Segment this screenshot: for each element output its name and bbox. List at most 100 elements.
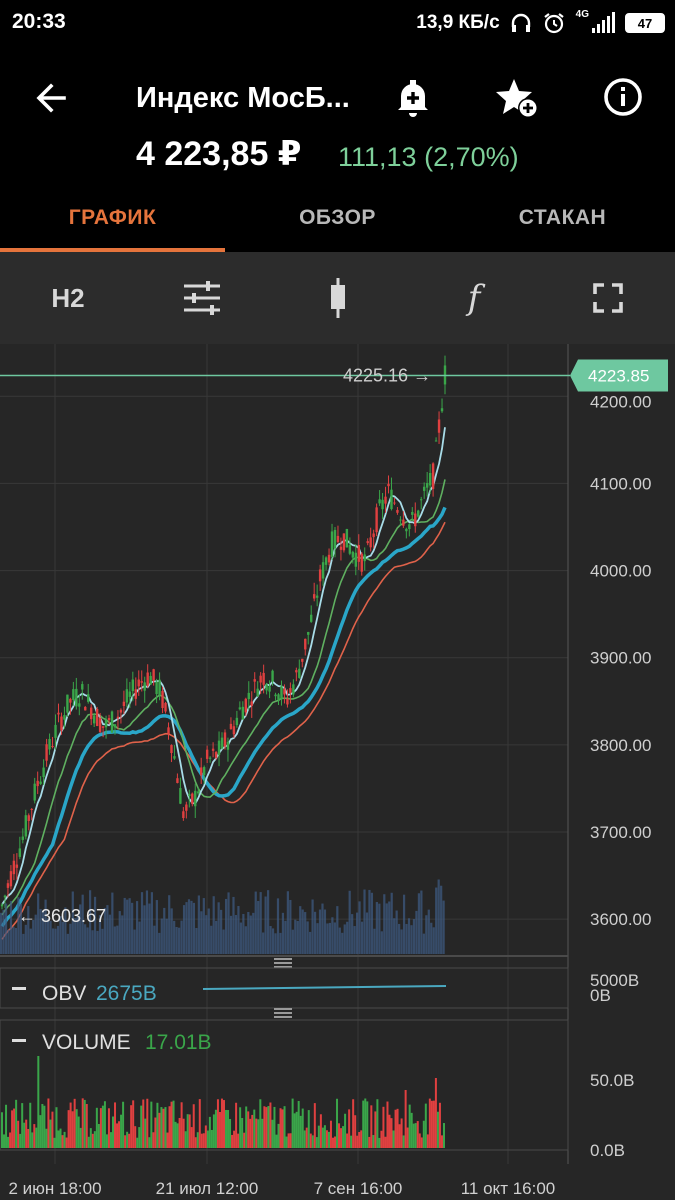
candle — [21, 836, 25, 840]
overlay-volume-bar — [29, 928, 32, 954]
volume-bar — [231, 1134, 234, 1148]
overlay-volume-bar — [69, 923, 72, 954]
overlay-volume-bar — [234, 915, 238, 954]
tab-overview[interactable]: ОБЗОР — [299, 206, 376, 229]
overlay-volume-bar — [432, 927, 435, 954]
volume-bar — [132, 1100, 135, 1148]
volume-bar — [49, 1119, 52, 1148]
volume-bar — [418, 1133, 421, 1148]
sliders-icon[interactable] — [178, 274, 226, 322]
candle — [107, 718, 111, 721]
overlay-volume-bar — [356, 912, 359, 954]
volume-bar — [432, 1100, 435, 1148]
add-alert-bell-icon[interactable] — [390, 74, 436, 120]
volume-bar — [422, 1120, 425, 1148]
fullscreen-icon[interactable] — [584, 274, 632, 322]
overlay-volume-bar — [54, 928, 57, 954]
volume-bar — [124, 1135, 127, 1148]
volume-bar — [297, 1100, 300, 1148]
candle — [194, 790, 197, 807]
x-tick-label: 21 июл 12:00 — [156, 1179, 259, 1198]
volume-bar — [342, 1126, 345, 1148]
volume-collapse-icon[interactable] — [12, 1039, 26, 1042]
candlestick-icon[interactable] — [314, 274, 362, 322]
volume-bar — [390, 1118, 393, 1148]
obv-y-tick: 5000B — [590, 971, 639, 990]
candle — [259, 675, 262, 683]
candle — [241, 706, 245, 720]
volume-bar — [287, 1133, 290, 1148]
volume-bar — [402, 1135, 405, 1148]
overlay-volume-bar — [316, 923, 319, 954]
info-icon[interactable] — [600, 74, 646, 120]
candle — [417, 510, 420, 517]
volume-bar — [428, 1098, 431, 1148]
overlay-volume-bar — [106, 905, 109, 954]
volume-bar — [380, 1130, 383, 1148]
overlay-volume-bar — [116, 925, 119, 954]
volume-pane — [0, 1019, 569, 1151]
tab-chart[interactable]: ГРАФИК — [68, 206, 157, 229]
tab-order-book[interactable]: СТАКАН — [518, 206, 607, 229]
overlay-volume-bar — [175, 926, 178, 954]
pane-resize-handle[interactable] — [274, 1008, 292, 1018]
candle — [387, 483, 390, 487]
volume-bar — [251, 1114, 254, 1148]
y-tick-label: 4200.00 — [590, 392, 651, 411]
overlay-volume-bar — [437, 879, 440, 954]
candle — [57, 712, 60, 715]
candle — [402, 519, 405, 526]
candle — [87, 694, 90, 702]
overlay-volume-bar — [328, 922, 332, 954]
candle — [256, 688, 259, 697]
chart-canvas[interactable]: 4223.85 4225.16 → ← 3603.67 4200.00 4100.00 4… — [0, 344, 675, 1200]
candle — [333, 529, 337, 549]
overlay-volume-bar — [291, 929, 294, 954]
function-button[interactable]: f — [467, 278, 481, 318]
candle — [95, 708, 99, 727]
overlay-volume-bar — [56, 925, 60, 954]
back-arrow-icon[interactable] — [30, 76, 74, 120]
volume-bar — [216, 1099, 219, 1148]
pane-resize-handle[interactable] — [274, 958, 292, 968]
volume-bar — [85, 1104, 88, 1148]
volume-bar — [9, 1132, 12, 1148]
overlay-volume-bar — [264, 896, 267, 954]
ma-line-red — [1, 521, 446, 940]
volume-bar — [57, 1130, 60, 1148]
volume-bar — [382, 1106, 385, 1148]
volume-bar — [313, 1103, 316, 1148]
overlay-volume-bar — [168, 895, 171, 954]
overlay-volume-bar — [257, 900, 260, 954]
add-favorite-star-icon[interactable] — [494, 74, 540, 120]
volume-bar — [120, 1114, 123, 1148]
overlay-volume-bar — [247, 912, 250, 954]
overlay-volume-bar — [412, 919, 416, 954]
obv-collapse-icon[interactable] — [12, 987, 26, 990]
overlay-volume-bar — [128, 898, 131, 954]
overlay-volume-bar — [289, 899, 292, 954]
overlay-volume-bar — [284, 920, 287, 954]
candle — [170, 745, 173, 753]
chart-area[interactable]: 4223.85 4225.16 → ← 3603.67 4200.00 4100.00 4… — [0, 344, 675, 1200]
volume-bar — [180, 1102, 183, 1148]
overlay-volume-bar — [135, 901, 139, 954]
candle — [351, 551, 355, 558]
status-bar: 20:33 13,9 КБ/с 4G 47 — [0, 0, 675, 46]
overlay-volume-bar — [170, 908, 173, 954]
volume-bar — [378, 1137, 381, 1148]
overlay-volume-bar — [425, 915, 428, 954]
timeframe-button[interactable]: H2 — [51, 282, 85, 313]
candle — [92, 715, 96, 724]
overlay-volume-bar — [148, 903, 151, 954]
volume-bar — [277, 1123, 280, 1148]
volume-bar — [31, 1132, 34, 1148]
candle — [214, 752, 218, 758]
volume-bar — [259, 1099, 262, 1148]
volume-bar — [158, 1112, 161, 1148]
candle — [428, 472, 432, 486]
volume-bar — [348, 1109, 351, 1148]
volume-bar — [208, 1116, 211, 1148]
candle — [75, 688, 78, 707]
overlay-volume-bar — [346, 921, 349, 954]
